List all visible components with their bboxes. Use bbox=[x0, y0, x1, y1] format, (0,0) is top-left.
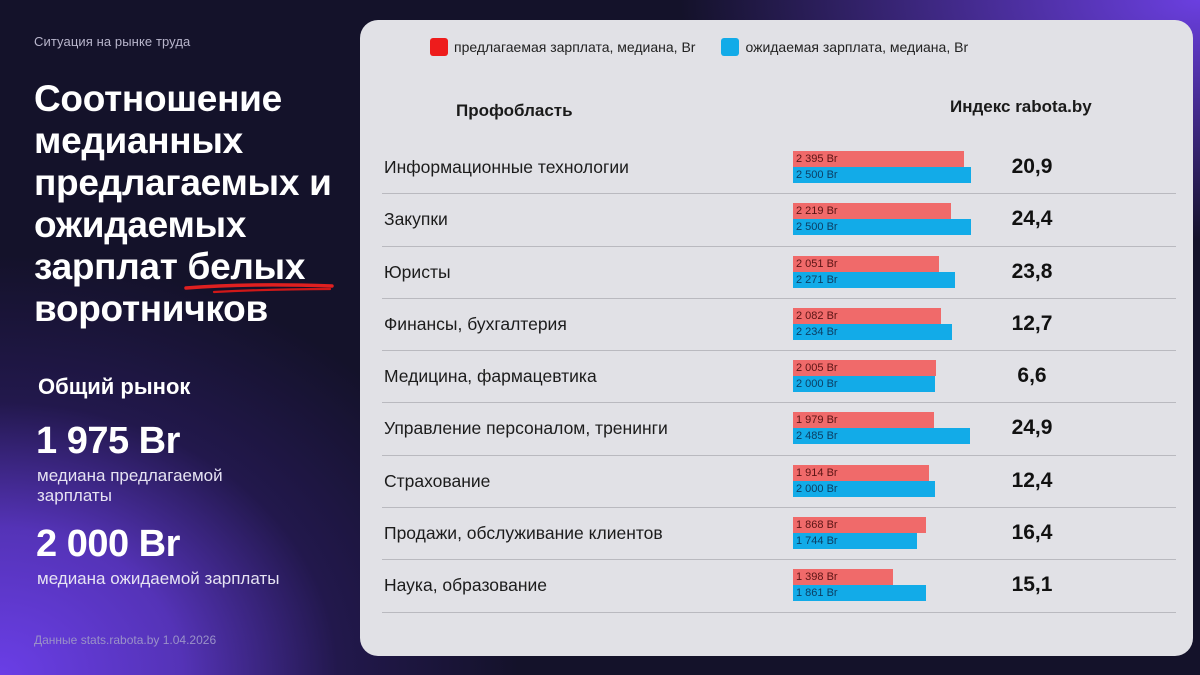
column-header-index: Индекс rabota.by bbox=[950, 97, 1092, 116]
offered-salary-bar: 2 082 Br bbox=[793, 307, 942, 324]
offered-salary-bar: 2 219 Br bbox=[793, 203, 951, 220]
profarea-label: Страхование bbox=[384, 470, 491, 491]
legend-item-expected: ожидаемая зарплата, медиана, Br bbox=[721, 38, 968, 56]
profarea-label: Управление персоналом, тренинги bbox=[384, 418, 668, 439]
offered-salary-bar: 2 051 Br bbox=[793, 255, 940, 272]
offered-salary-bar: 1 914 Br bbox=[793, 464, 930, 481]
bar-group: 2 219 Br 2 500 Br bbox=[793, 203, 993, 236]
bar-group: 1 979 Br 2 485 Br bbox=[793, 412, 993, 445]
offered-salary-bar: 1 979 Br bbox=[793, 412, 934, 429]
title-highlight: белых bbox=[183, 246, 334, 294]
expected-salary-bar: 2 271 Br bbox=[793, 271, 955, 288]
title-line: предлагаемых и bbox=[34, 162, 332, 203]
title-line: ожидаемых bbox=[34, 204, 247, 245]
index-value: 16,4 bbox=[1011, 521, 1053, 545]
offered-salary-bar: 2 395 Br bbox=[793, 151, 964, 167]
legend-item-offered: предлагаемая зарплата, медиана, Br bbox=[430, 38, 695, 56]
index-value: 24,9 bbox=[1011, 416, 1053, 440]
bar-group: 2 082 Br 2 234 Br bbox=[793, 307, 993, 340]
table-row: Наука, образование 1 398 Br 1 861 Br 15,… bbox=[382, 560, 1176, 613]
table-row: Управление персоналом, тренинги 1 979 Br… bbox=[382, 403, 1176, 456]
kicker-label: Ситуация на рынке труда bbox=[34, 34, 191, 49]
expected-salary-bar: 2 000 Br bbox=[793, 376, 936, 393]
expected-salary-bar: 2 485 Br bbox=[793, 428, 970, 445]
title-fragment: зарплат bbox=[34, 246, 188, 287]
title-line: воротничков bbox=[34, 288, 268, 329]
legend-label: предлагаемая зарплата, медиана, Br bbox=[454, 39, 696, 55]
offered-salary-bar: 2 005 Br bbox=[793, 360, 936, 377]
index-value: 15,1 bbox=[1011, 573, 1053, 597]
bar-group: 2 051 Br 2 271 Br bbox=[793, 255, 993, 288]
market-section-title: Общий рынок bbox=[38, 374, 191, 399]
index-value: 24,4 bbox=[1011, 207, 1053, 231]
title-line: Соотношение bbox=[34, 78, 282, 119]
expected-salary-bar: 2 000 Br bbox=[793, 480, 936, 497]
index-value: 12,4 bbox=[1011, 468, 1053, 492]
left-info-column: Ситуация на рынке труда Соотношение меди… bbox=[0, 0, 360, 675]
title-highlight-text: белых bbox=[187, 246, 306, 287]
profarea-label: Закупки bbox=[384, 209, 448, 230]
index-value: 23,8 bbox=[1011, 259, 1053, 283]
chart-panel: предлагаемая зарплата, медиана, Br ожида… bbox=[360, 20, 1193, 656]
offered-salary-bar: 1 398 Br bbox=[793, 569, 893, 586]
expected-salary-bar: 1 861 Br bbox=[793, 585, 926, 602]
table-row: Юристы 2 051 Br 2 271 Br 23,8 bbox=[382, 247, 1176, 299]
expected-salary-bar: 2 500 Br bbox=[793, 219, 971, 236]
expected-salary-bar: 2 234 Br bbox=[793, 323, 953, 340]
index-value: 6,6 bbox=[1017, 364, 1047, 388]
bar-group: 1 868 Br 1 744 Br bbox=[793, 517, 993, 550]
table-row: Продажи, обслуживание клиентов 1 868 Br … bbox=[382, 508, 1176, 561]
chart-legend: предлагаемая зарплата, медиана, Br ожида… bbox=[430, 38, 994, 56]
profarea-label: Финансы, бухгалтерия bbox=[384, 313, 567, 334]
page-title: Соотношение медианных предлагаемых и ожи… bbox=[34, 78, 364, 330]
table-row: Медицина, фармацевтика 2 005 Br 2 000 Br… bbox=[382, 351, 1176, 404]
profarea-label: Информационные технологии bbox=[384, 157, 629, 177]
index-value: 12,7 bbox=[1011, 311, 1053, 335]
column-header-profarea: Профобласть bbox=[456, 101, 573, 120]
profarea-label: Наука, образование bbox=[384, 575, 548, 596]
offered-median-caption: медиана предлагаемой зарплаты bbox=[37, 466, 223, 505]
profarea-label: Медицина, фармацевтика bbox=[384, 366, 597, 387]
expected-median-caption: медиана ожидаемой зарплаты bbox=[37, 569, 280, 588]
table-row: Страхование 1 914 Br 2 000 Br 12,4 bbox=[382, 456, 1176, 509]
legend-label: ожидаемая зарплата, медиана, Br bbox=[745, 39, 969, 55]
profarea-label: Продажи, обслуживание клиентов bbox=[384, 523, 663, 544]
index-value: 20,9 bbox=[1011, 155, 1053, 178]
offered-salary-bar: 1 868 Br bbox=[793, 517, 926, 534]
red-square-icon bbox=[430, 38, 448, 56]
table-row: Финансы, бухгалтерия 2 082 Br 2 234 Br 1… bbox=[382, 299, 1176, 352]
expected-median-value: 2 000 Br bbox=[36, 523, 180, 565]
title-line: медианных bbox=[34, 120, 243, 161]
brush-underline-icon bbox=[183, 283, 334, 294]
table-row: Информационные технологии 2 395 Br 2 500… bbox=[382, 142, 1176, 195]
blue-square-icon bbox=[721, 38, 740, 56]
bar-group: 2 395 Br 2 500 Br bbox=[793, 151, 993, 183]
profarea-label: Юристы bbox=[384, 261, 451, 282]
bar-group: 2 005 Br 2 000 Br bbox=[793, 360, 993, 393]
offered-median-value: 1 975 Br bbox=[36, 420, 180, 462]
bar-group: 1 398 Br 1 861 Br bbox=[793, 569, 993, 602]
data-source-note: Данные stats.rabota.by 1.04.2026 bbox=[34, 633, 217, 647]
title-line: зарплат белых bbox=[34, 246, 364, 294]
expected-salary-bar: 2 500 Br bbox=[793, 167, 971, 183]
chart-rows: Информационные технологии 2 395 Br 2 500… bbox=[382, 142, 1176, 613]
bar-group: 1 914 Br 2 000 Br bbox=[793, 464, 993, 497]
table-row: Закупки 2 219 Br 2 500 Br 24,4 bbox=[382, 194, 1176, 247]
expected-salary-bar: 1 744 Br bbox=[793, 533, 918, 550]
